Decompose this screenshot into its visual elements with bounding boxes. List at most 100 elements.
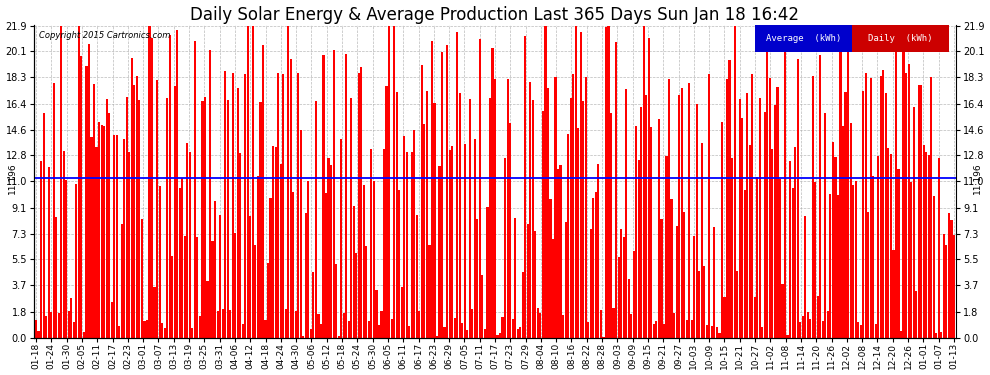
Bar — [406, 152, 408, 338]
Bar — [222, 309, 224, 338]
Bar — [636, 126, 638, 338]
Bar — [862, 91, 864, 338]
Bar — [628, 279, 630, 338]
Bar — [131, 58, 133, 338]
Bar — [567, 134, 569, 338]
Bar — [549, 199, 551, 338]
Bar — [864, 73, 867, 338]
Bar — [313, 272, 315, 338]
Bar — [763, 112, 766, 338]
Bar — [630, 314, 633, 338]
Bar — [537, 308, 539, 338]
Bar — [489, 98, 491, 338]
Text: Daily  (kWh): Daily (kWh) — [868, 34, 933, 43]
Text: Copyright 2015 Cartronics.com: Copyright 2015 Cartronics.com — [39, 32, 170, 40]
Bar — [346, 54, 347, 338]
Bar — [867, 212, 869, 338]
Bar — [660, 219, 662, 338]
Bar — [786, 334, 789, 338]
Bar — [173, 86, 176, 338]
Text: 11.196: 11.196 — [8, 162, 18, 194]
Bar — [196, 237, 198, 338]
Bar — [574, 26, 577, 338]
Bar — [262, 45, 264, 338]
Bar — [224, 71, 227, 338]
Bar — [693, 236, 695, 338]
Bar — [859, 325, 861, 338]
Bar — [199, 316, 201, 338]
Bar — [897, 169, 900, 338]
Bar — [820, 56, 822, 338]
Bar — [918, 86, 920, 338]
Bar — [698, 272, 700, 338]
Bar — [602, 337, 605, 338]
Bar — [736, 271, 739, 338]
Bar — [416, 216, 418, 338]
Bar — [847, 47, 849, 338]
Bar — [307, 182, 310, 338]
Bar — [789, 160, 791, 338]
Bar — [852, 185, 854, 338]
Bar — [618, 256, 620, 338]
Bar — [844, 92, 846, 338]
Bar — [756, 177, 758, 338]
Bar — [48, 166, 50, 338]
Bar — [945, 244, 947, 338]
Bar — [802, 316, 804, 338]
Bar — [920, 85, 923, 338]
Bar — [794, 147, 796, 338]
Bar — [799, 322, 801, 338]
Bar — [396, 92, 398, 338]
Bar — [572, 74, 574, 338]
Bar — [753, 297, 755, 338]
Bar — [217, 311, 219, 338]
Bar — [623, 237, 625, 338]
Bar — [446, 45, 448, 338]
Bar — [620, 229, 622, 338]
Bar — [854, 180, 856, 338]
Bar — [633, 251, 635, 338]
Bar — [176, 30, 178, 338]
Bar — [451, 147, 453, 338]
Bar — [235, 233, 237, 338]
Bar — [502, 317, 504, 338]
Bar — [486, 207, 488, 338]
Bar — [153, 287, 155, 338]
Bar — [305, 213, 307, 338]
Bar — [913, 106, 915, 338]
Bar — [456, 32, 458, 338]
Bar — [458, 93, 460, 338]
Bar — [670, 199, 672, 338]
Bar — [113, 135, 115, 338]
Bar — [938, 158, 940, 338]
Bar — [784, 42, 786, 338]
Bar — [915, 291, 917, 338]
Bar — [714, 227, 716, 338]
Bar — [436, 336, 438, 338]
Bar — [139, 100, 141, 338]
Bar — [484, 329, 486, 338]
Bar — [827, 311, 829, 338]
Bar — [408, 326, 410, 338]
Bar — [724, 297, 726, 338]
Bar — [297, 74, 299, 338]
Bar — [150, 38, 153, 338]
Bar — [509, 123, 511, 338]
Bar — [426, 90, 428, 338]
Bar — [444, 327, 446, 338]
Bar — [708, 74, 711, 338]
Bar — [748, 145, 750, 338]
Bar — [178, 188, 181, 338]
Bar — [45, 316, 48, 338]
Bar — [292, 192, 294, 338]
Bar — [792, 188, 794, 338]
Bar — [434, 104, 436, 338]
Bar — [189, 152, 191, 338]
Bar — [245, 74, 247, 338]
Bar — [491, 48, 494, 338]
Bar — [849, 123, 851, 338]
Bar — [320, 324, 322, 338]
Bar — [638, 160, 640, 338]
Bar — [171, 256, 173, 338]
Bar — [743, 190, 745, 338]
